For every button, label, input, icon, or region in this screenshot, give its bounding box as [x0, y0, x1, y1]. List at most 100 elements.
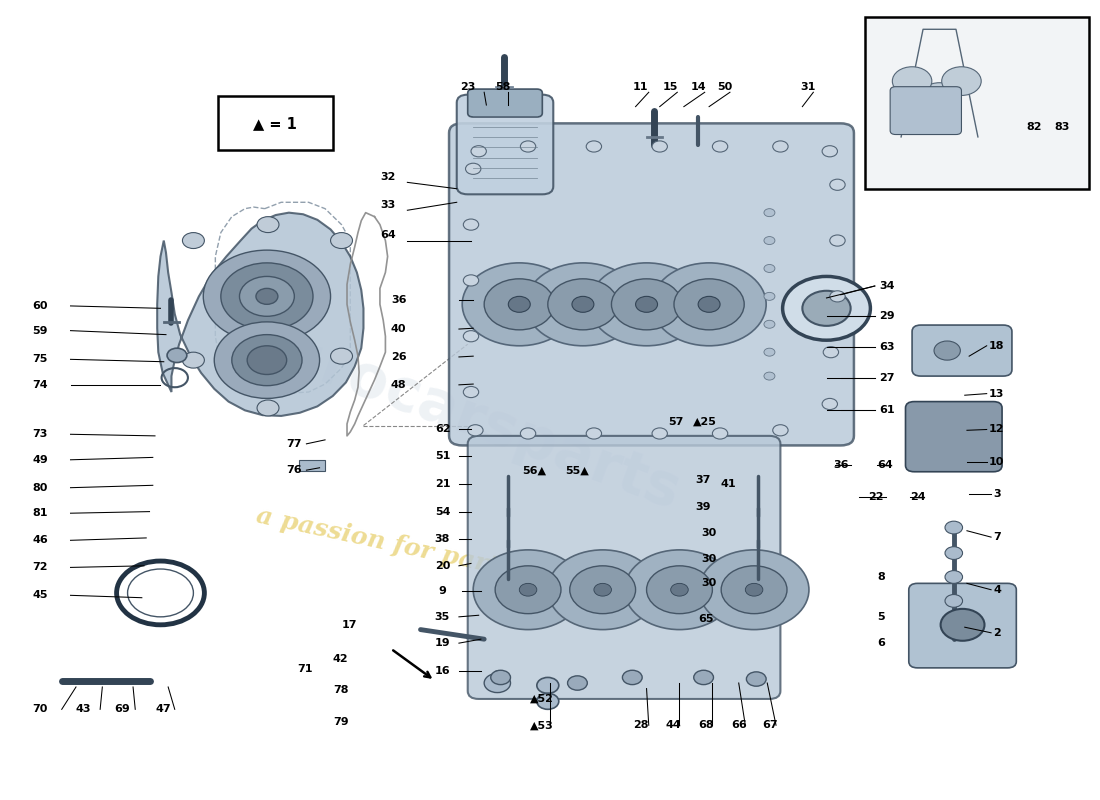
- Circle shape: [764, 265, 774, 273]
- Circle shape: [548, 550, 658, 630]
- Circle shape: [232, 334, 302, 386]
- Circle shape: [945, 594, 962, 607]
- Text: 24: 24: [910, 492, 925, 502]
- Circle shape: [520, 428, 536, 439]
- Text: eurocarsparts: eurocarsparts: [236, 310, 689, 522]
- Text: 36: 36: [833, 460, 848, 470]
- Text: 66: 66: [732, 720, 747, 730]
- Circle shape: [764, 237, 774, 245]
- Circle shape: [623, 670, 642, 685]
- Circle shape: [495, 566, 561, 614]
- Circle shape: [823, 346, 838, 358]
- Text: 79: 79: [332, 717, 349, 727]
- Text: 23: 23: [460, 82, 475, 92]
- Text: 51: 51: [434, 451, 450, 461]
- Text: 57: 57: [669, 417, 684, 426]
- Text: 74: 74: [32, 380, 47, 390]
- Text: ▲ = 1: ▲ = 1: [253, 116, 297, 131]
- Text: 43: 43: [76, 704, 91, 714]
- Text: 80: 80: [32, 482, 47, 493]
- Circle shape: [920, 82, 959, 111]
- Text: 20: 20: [434, 561, 450, 571]
- Circle shape: [594, 583, 612, 596]
- Text: 58: 58: [495, 82, 510, 92]
- Circle shape: [822, 398, 837, 410]
- Text: 30: 30: [702, 578, 717, 588]
- Circle shape: [473, 550, 583, 630]
- Text: 68: 68: [698, 720, 714, 730]
- Text: 4: 4: [993, 585, 1001, 594]
- Text: 49: 49: [32, 454, 48, 465]
- Circle shape: [764, 292, 774, 300]
- Circle shape: [548, 279, 618, 330]
- Circle shape: [491, 670, 510, 685]
- Circle shape: [945, 546, 962, 559]
- Text: 59: 59: [32, 326, 47, 336]
- FancyBboxPatch shape: [909, 583, 1016, 668]
- FancyBboxPatch shape: [890, 86, 961, 134]
- Text: 17: 17: [341, 620, 358, 630]
- Circle shape: [772, 141, 788, 152]
- Circle shape: [782, 277, 870, 340]
- Text: 30: 30: [702, 554, 717, 564]
- Text: 27: 27: [879, 374, 894, 383]
- Circle shape: [829, 179, 845, 190]
- Circle shape: [463, 386, 478, 398]
- Text: 16: 16: [434, 666, 450, 676]
- Circle shape: [257, 400, 279, 416]
- Text: 5: 5: [877, 612, 884, 622]
- Text: 83: 83: [1055, 122, 1070, 131]
- Text: 3: 3: [993, 489, 1001, 499]
- Text: 37: 37: [695, 474, 711, 485]
- Circle shape: [240, 277, 295, 316]
- Circle shape: [331, 348, 352, 364]
- Circle shape: [764, 209, 774, 217]
- Circle shape: [940, 609, 984, 641]
- Circle shape: [248, 346, 287, 374]
- Circle shape: [526, 263, 640, 346]
- FancyBboxPatch shape: [449, 123, 854, 446]
- Circle shape: [612, 279, 682, 330]
- Text: a passion for parts since 1985: a passion for parts since 1985: [253, 504, 671, 615]
- Text: 71: 71: [298, 664, 314, 674]
- Text: 82: 82: [1026, 122, 1042, 131]
- Circle shape: [652, 428, 668, 439]
- Text: 70: 70: [32, 704, 47, 714]
- FancyBboxPatch shape: [865, 17, 1089, 189]
- Circle shape: [256, 288, 278, 304]
- Circle shape: [586, 428, 602, 439]
- Circle shape: [586, 141, 602, 152]
- Circle shape: [204, 250, 331, 342]
- Text: 19: 19: [434, 638, 450, 648]
- Circle shape: [590, 263, 704, 346]
- Text: 18: 18: [989, 341, 1004, 350]
- Text: 50: 50: [717, 82, 732, 92]
- Text: 72: 72: [32, 562, 47, 573]
- Text: ▲25: ▲25: [693, 417, 716, 426]
- Circle shape: [537, 678, 559, 694]
- Circle shape: [764, 320, 774, 328]
- Text: 14: 14: [691, 82, 706, 92]
- Text: 10: 10: [989, 457, 1004, 467]
- Circle shape: [520, 141, 536, 152]
- Circle shape: [468, 425, 483, 436]
- Circle shape: [568, 676, 587, 690]
- Circle shape: [647, 566, 713, 614]
- Circle shape: [636, 296, 658, 312]
- Text: 7: 7: [993, 532, 1001, 542]
- FancyBboxPatch shape: [905, 402, 1002, 472]
- Text: 47: 47: [155, 704, 170, 714]
- Circle shape: [722, 566, 786, 614]
- Text: 15: 15: [663, 82, 679, 92]
- Circle shape: [671, 583, 689, 596]
- Text: 67: 67: [762, 720, 778, 730]
- Circle shape: [822, 146, 837, 157]
- Text: 62: 62: [434, 424, 450, 434]
- Circle shape: [694, 670, 714, 685]
- Circle shape: [746, 583, 763, 596]
- Text: 64: 64: [877, 460, 893, 470]
- Text: 40: 40: [390, 324, 406, 334]
- FancyBboxPatch shape: [299, 460, 326, 471]
- Circle shape: [519, 583, 537, 596]
- Text: 64: 64: [379, 230, 396, 240]
